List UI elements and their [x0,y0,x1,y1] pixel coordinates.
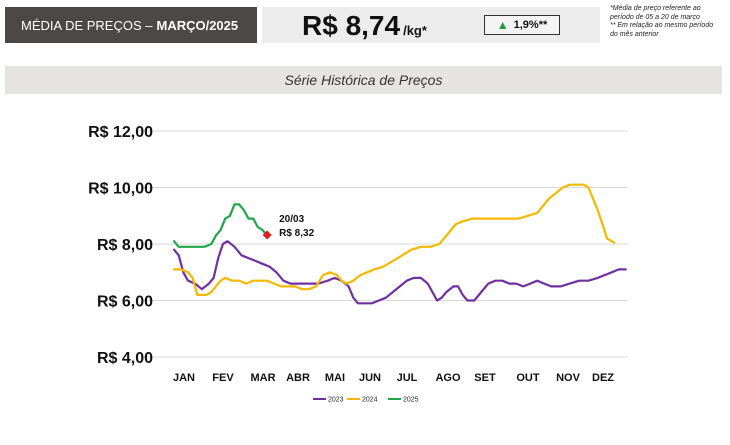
y-tick-label: R$ 10,00 [88,181,153,198]
series-line-2024 [172,183,616,296]
annotation-label: R$ 8,32 [279,228,314,239]
x-tick-label: MAR [250,372,275,384]
footnote-line: do mês anterior [610,30,659,38]
header-title: MÉDIA DE PREÇOS – MARÇO/2025 [5,7,257,43]
x-tick-label: FEV [212,372,234,384]
section-title: Série Histórica de Preços [5,66,722,94]
y-tick-label: R$ 4,00 [97,350,153,367]
x-tick-label: SET [474,372,496,384]
legend-label-2024: 2024 [362,397,378,404]
x-tick-label: DEZ [592,372,614,384]
price-panel: R$ 8,74/kg* ▲ 1,9%** [262,7,600,43]
x-tick-label: AGO [435,372,461,384]
x-tick-label: MAI [325,372,345,384]
footnote-line: período de 05 a 20 de março [610,13,700,21]
footnotes: *Média de preço referente ao período de … [610,5,730,39]
price-value: R$ 8,74 [302,10,401,41]
average-price: R$ 8,74/kg* [302,10,427,42]
series-line-2025 [172,203,269,248]
legend-label-2023: 2023 [328,397,344,404]
x-tick-label: JUN [359,372,381,384]
variation-badge: ▲ 1,9%** [484,15,560,35]
arrow-up-icon: ▲ [496,18,509,32]
series-line-2023 [172,240,627,305]
header-title-period: MARÇO/2025 [156,17,239,33]
y-tick-label: R$ 8,00 [97,237,153,254]
annotation-label: 20/03 [279,214,304,225]
price-unit: /kg* [403,23,427,38]
footnote-line: *Média de preço referente ao [610,5,701,12]
x-tick-label: OUT [516,372,540,384]
x-tick-label: ABR [286,372,310,384]
y-tick-label: R$ 6,00 [97,294,153,311]
footnote-line: ** Em relação ao mesmo período [610,22,714,29]
legend-label-2025: 2025 [403,397,419,404]
y-tick-label: R$ 12,00 [88,124,153,141]
header-title-prefix: MÉDIA DE PREÇOS – [21,17,153,33]
x-tick-label: NOV [556,372,581,384]
x-tick-label: JAN [173,372,195,384]
variation-value: 1,9%** [513,19,548,31]
x-tick-label: JUL [397,372,418,384]
